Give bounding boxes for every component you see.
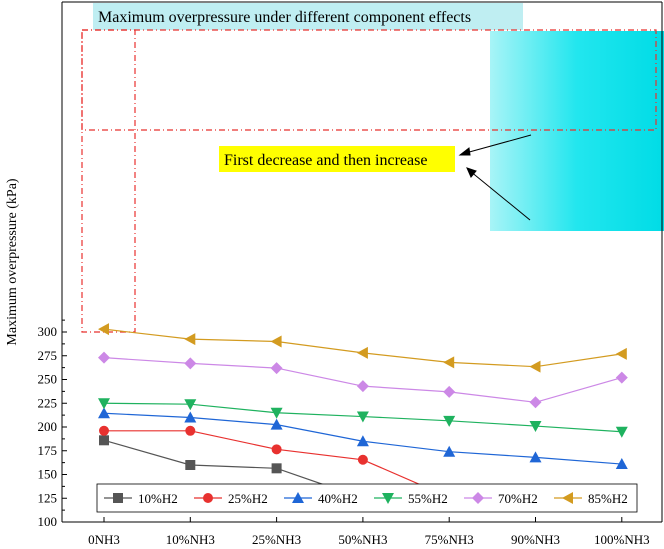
- legend-item: 40%H2: [284, 491, 358, 506]
- legend-item: 55%H2: [374, 491, 448, 506]
- series-line: [103, 439, 364, 499]
- data-point: [356, 346, 368, 359]
- legend-item: 25%H2: [194, 491, 268, 506]
- data-point: [443, 445, 456, 457]
- data-point: [443, 415, 456, 427]
- annotation-arrows: [458, 134, 532, 221]
- x-tick-label: 10%NH3: [166, 532, 215, 547]
- arrow-to-85-line: [461, 134, 532, 155]
- series-40%H2: [98, 407, 628, 470]
- dashed-box-left: [81, 29, 136, 333]
- data-point: [184, 399, 197, 411]
- legend-item: 85%H2: [554, 491, 628, 506]
- series-85%H2: [98, 323, 627, 373]
- y-tick-label: 275: [38, 348, 58, 363]
- data-point: [443, 356, 455, 369]
- series-layer: [98, 323, 628, 508]
- y-tick-label: 225: [38, 395, 58, 410]
- legend-label: 70%H2: [498, 491, 538, 506]
- data-point: [615, 426, 628, 438]
- legend-marker: [382, 493, 394, 504]
- cyan-highlight-region: [490, 31, 664, 231]
- data-point: [270, 335, 282, 348]
- data-point: [270, 362, 283, 375]
- legend-item: 10%H2: [104, 491, 178, 506]
- data-point: [270, 407, 283, 419]
- data-point: [185, 460, 196, 470]
- data-point: [98, 407, 110, 419]
- x-tick-label: 25%NH3: [252, 532, 301, 547]
- y-tick-label: 175: [38, 443, 58, 458]
- legend-marker: [472, 492, 484, 504]
- arrow-to-70-head: [466, 167, 477, 178]
- data-point: [270, 418, 283, 430]
- x-tick-label: 50%NH3: [338, 532, 387, 547]
- annotation-background: [219, 146, 455, 172]
- data-point: [98, 351, 110, 364]
- annotation-text: First decrease and then increase: [224, 152, 427, 169]
- arrow-to-70-line: [469, 170, 531, 221]
- data-point: [99, 435, 109, 446]
- y-tick-label: 150: [38, 467, 58, 482]
- data-point: [356, 435, 369, 447]
- data-point: [529, 360, 541, 373]
- legend-marker: [562, 492, 573, 504]
- y-tick-label: 300: [38, 324, 58, 339]
- y-tick-label: 200: [38, 419, 58, 434]
- x-tick-label: 90%NH3: [511, 532, 560, 547]
- data-point: [615, 371, 628, 384]
- data-point: [271, 463, 282, 474]
- legend-label: 25%H2: [228, 491, 268, 506]
- series-line: [103, 357, 622, 403]
- y-tick-label: 100: [38, 514, 58, 529]
- legend-marker: [292, 492, 304, 503]
- legend-label: 40%H2: [318, 491, 358, 506]
- y-tick-label: 250: [38, 372, 58, 387]
- series-70%H2: [98, 351, 628, 409]
- data-point: [184, 411, 197, 423]
- data-point: [357, 454, 368, 465]
- data-point: [184, 333, 196, 346]
- legend-item: 70%H2: [464, 491, 538, 506]
- data-point: [356, 380, 369, 393]
- y-tick-label: 125: [38, 490, 58, 505]
- title-background: [93, 3, 523, 30]
- dashed-box-top: [81, 29, 657, 131]
- legend-marker: [113, 493, 123, 503]
- axes: 100 125 150 175 200 225 250 275 300 0NH3 10%NH3 25%…: [5, 1, 663, 547]
- data-point: [529, 451, 542, 463]
- data-point: [98, 398, 110, 410]
- series-55%H2: [98, 398, 628, 438]
- x-tick-label: 100%NH3: [594, 532, 650, 547]
- data-point: [529, 396, 542, 409]
- series-line: [103, 328, 622, 368]
- data-point: [529, 421, 542, 433]
- legend-marker: [203, 493, 213, 503]
- legend-label: 55%H2: [408, 491, 448, 506]
- x-tick-label: 0NH3: [88, 532, 120, 547]
- data-point: [185, 425, 196, 436]
- data-point: [443, 385, 456, 398]
- chart-title: Maximum overpressure under different com…: [98, 9, 471, 26]
- legend: 10%H2 25%H2 40%H2 55%H2 70%H2 85%H2: [104, 491, 628, 506]
- legend-label: 10%H2: [138, 491, 178, 506]
- data-point: [615, 347, 627, 360]
- legend-box: [96, 483, 638, 513]
- data-point: [271, 444, 282, 455]
- data-point: [98, 323, 109, 336]
- data-point: [356, 411, 369, 423]
- arrow-to-85-head: [458, 147, 471, 156]
- data-point: [184, 357, 197, 370]
- data-point: [99, 425, 109, 436]
- y-axis-title: Maximum overpressure (kPa): [5, 178, 20, 346]
- x-tick-label: 75%NH3: [425, 532, 474, 547]
- data-point: [615, 458, 628, 470]
- legend-label: 85%H2: [588, 491, 628, 506]
